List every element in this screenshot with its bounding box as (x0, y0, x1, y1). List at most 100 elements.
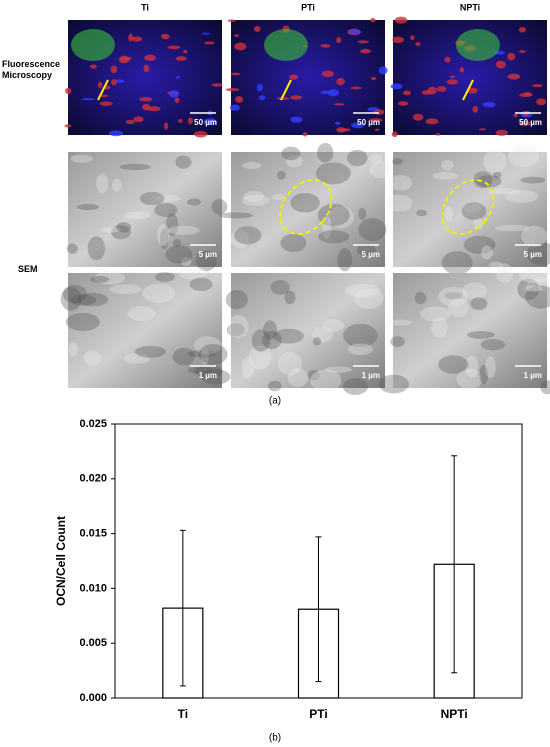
micrograph (231, 20, 385, 135)
cell (336, 37, 342, 44)
cell (412, 113, 424, 121)
cell (507, 73, 521, 80)
texture (525, 285, 550, 309)
texture (70, 294, 97, 306)
cell (201, 32, 211, 35)
cell (360, 48, 371, 54)
micrograph (68, 273, 222, 388)
cell (421, 90, 432, 95)
texture (432, 171, 459, 180)
cell (81, 97, 95, 101)
cell (519, 120, 531, 126)
cell (175, 75, 181, 79)
cell (370, 17, 376, 23)
texture (508, 145, 540, 168)
cell (234, 34, 240, 37)
cell (290, 116, 303, 123)
cell (394, 16, 408, 24)
highlight (441, 179, 495, 235)
texture (327, 206, 354, 229)
texture (345, 283, 381, 298)
cell (174, 97, 180, 104)
cell (65, 87, 72, 95)
texture (312, 337, 322, 346)
texture (271, 193, 286, 200)
cell (336, 127, 346, 133)
texture (187, 349, 217, 358)
texture (467, 331, 495, 339)
texture (165, 245, 193, 264)
texture (189, 277, 213, 291)
cell (348, 29, 362, 35)
texture (90, 275, 110, 283)
cell (518, 50, 526, 53)
texture (76, 203, 99, 211)
cell (225, 88, 240, 92)
texture (284, 290, 296, 305)
texture (519, 268, 550, 284)
arrow (97, 79, 109, 101)
texture (123, 211, 151, 220)
micrograph (231, 273, 385, 388)
texture (159, 228, 169, 250)
cell (97, 81, 103, 89)
texture (134, 345, 167, 358)
texture (325, 366, 352, 373)
texture (94, 270, 126, 285)
cell (373, 109, 385, 115)
texture (261, 330, 282, 350)
cell (357, 40, 369, 44)
cell (204, 41, 215, 45)
texture (127, 306, 156, 321)
texture (219, 212, 254, 219)
cell (125, 119, 136, 125)
texture (456, 368, 483, 390)
cell (378, 66, 388, 75)
texture (489, 261, 503, 268)
texture (473, 217, 484, 230)
scale-label: 50 µm (519, 118, 542, 127)
cell (370, 76, 377, 81)
cell (183, 49, 188, 54)
texture (142, 283, 176, 303)
cell (131, 36, 143, 42)
texture (517, 278, 540, 300)
texture (526, 242, 550, 266)
cell (147, 106, 161, 112)
texture (273, 328, 304, 344)
x-tick-label: Ti (178, 707, 188, 721)
texture (414, 292, 427, 305)
cell (403, 90, 412, 96)
texture (431, 317, 448, 338)
cell (374, 128, 380, 132)
cell (187, 117, 193, 125)
cell (235, 96, 244, 103)
texture (225, 289, 248, 310)
cell (193, 130, 208, 138)
micrograph (393, 273, 547, 388)
texture (488, 187, 521, 195)
texture (249, 345, 272, 370)
texture (386, 319, 412, 326)
scale-label: 5 µm (362, 250, 380, 259)
texture (243, 190, 264, 202)
texture (463, 235, 496, 254)
y-tick-label: 0.015 (79, 528, 107, 540)
cell (415, 42, 421, 47)
cell (435, 133, 440, 136)
scale-label: 5 µm (199, 250, 217, 259)
cell (327, 89, 340, 97)
cell (167, 45, 181, 50)
cell (391, 131, 398, 138)
texture (287, 368, 309, 388)
texture (369, 160, 392, 179)
scale-label: 5 µm (524, 250, 542, 259)
cell (369, 118, 383, 122)
texture (116, 222, 132, 233)
texture (228, 314, 249, 339)
cell (495, 129, 508, 136)
cell (290, 95, 302, 100)
image-panel: 50 µm 50 µm 50 µm 5 µm 5 µm 5 µm 1 µm 1 µm 1 µm (60, 16, 550, 395)
texture (65, 313, 100, 331)
